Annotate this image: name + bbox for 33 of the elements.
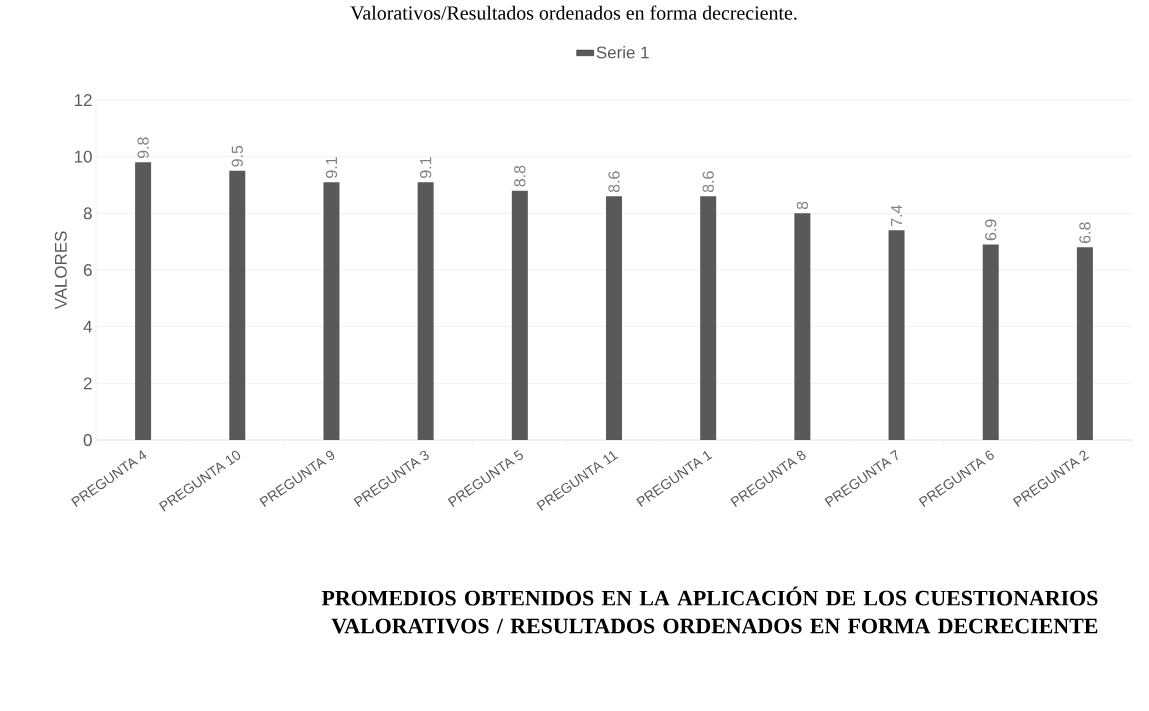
bar: [888, 230, 905, 440]
text: PROMEDIOS OBTENIDOS EN LA APLICACIÓN DE LOS CUESTIONARIOS VALORATIVOS / RESULTADOS ORDENADOS EN FORMA DECRECIENTE: [321, 586, 1098, 634]
y-tick-label: 6: [83, 263, 92, 276]
bar: [417, 182, 434, 440]
data-label: 8.8: [514, 165, 526, 187]
data-label: 8.6: [608, 171, 620, 193]
data-label: 9.1: [420, 157, 432, 178]
data-label: 9.1: [325, 157, 338, 178]
y-tick-label: 10: [74, 150, 92, 163]
y-axis-title: VALORES: [54, 231, 67, 310]
data-label: 6.9: [985, 219, 997, 241]
bar: [982, 244, 999, 440]
data-label: 9.5: [231, 145, 243, 167]
data-label: 8: [796, 201, 809, 210]
y-tick-label: 0: [83, 433, 92, 446]
bar: [700, 196, 717, 440]
data-label: 7.4: [891, 205, 903, 226]
bar: [229, 170, 246, 440]
y-tick-label: 12: [74, 94, 92, 106]
data-label: 9.8: [137, 137, 149, 159]
data-label: 6.8: [1079, 222, 1091, 243]
bar: [1076, 247, 1093, 440]
legend-label: Serie 1: [596, 46, 649, 59]
data-label: 8.6: [702, 171, 714, 193]
text: Valorativos/Resultados ordenados en forma decreciente.: [350, 5, 797, 20]
y-tick-label: 8: [83, 207, 92, 220]
bar: [606, 196, 623, 440]
y-tick-label: 2: [83, 377, 92, 390]
y-tick-label: 4: [83, 320, 92, 333]
bar: [135, 162, 152, 440]
bar: [323, 182, 340, 440]
bar: [511, 190, 528, 440]
bar: [794, 213, 811, 440]
